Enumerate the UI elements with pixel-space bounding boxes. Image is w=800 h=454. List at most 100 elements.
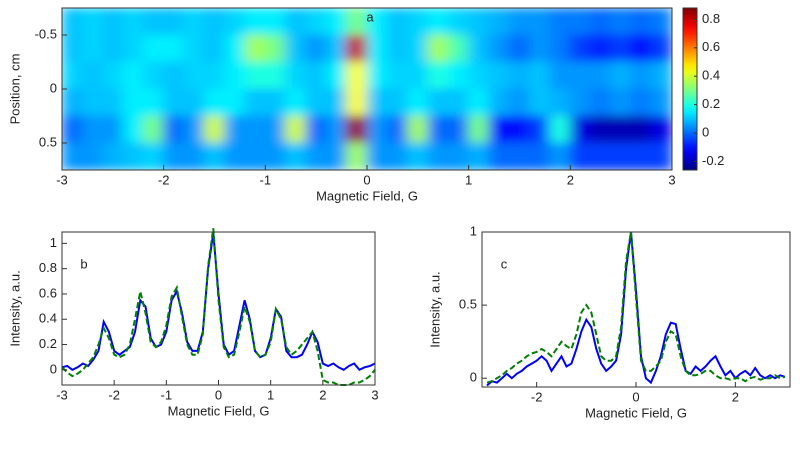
- heatmap-cell: [102, 34, 124, 63]
- heatmap-cell: [102, 61, 124, 90]
- heatmap-cell: [630, 61, 653, 90]
- heatmap-cell: [142, 88, 165, 117]
- heatmap-cell: [62, 142, 83, 170]
- heatmap-cell: [346, 142, 368, 170]
- heatmap-cell: [62, 88, 83, 117]
- heatmap-cell: [183, 88, 205, 117]
- x-tick-label: 1: [465, 172, 472, 187]
- heatmap-cell: [610, 34, 632, 63]
- heatmap-cell: [549, 61, 571, 90]
- line-series: [486, 231, 786, 384]
- heatmap-cell: [142, 61, 165, 90]
- heatmap-cell: [285, 61, 307, 90]
- heatmap-cell: [651, 61, 672, 90]
- heatmap-cell: [305, 8, 327, 36]
- heatmap-cell: [488, 142, 510, 170]
- heatmap-cell: [122, 142, 144, 170]
- heatmap-cell: [142, 115, 165, 144]
- heatmap-cell: [468, 142, 490, 170]
- heatmap-cell: [590, 61, 612, 90]
- heatmap-cell: [529, 34, 551, 63]
- heatmap-cell: [62, 8, 83, 36]
- heatmap-cell: [163, 34, 185, 63]
- heatmap-cell: [529, 115, 551, 144]
- heatmap-cell: [569, 142, 592, 170]
- heatmap-cell: [549, 115, 571, 144]
- heatmap-cell: [590, 142, 612, 170]
- heatmap-cell: [386, 61, 409, 90]
- heatmap-cell: [386, 142, 409, 170]
- heatmap-cell: [264, 34, 287, 63]
- heatmap-cell: [244, 61, 266, 90]
- heatmap-cell: [203, 34, 226, 63]
- heatmap-cell: [386, 8, 409, 36]
- heatmap-cell: [203, 88, 226, 117]
- heatmap-cell: [305, 142, 327, 170]
- heatmap-cell: [122, 8, 144, 36]
- heatmap-cell: [163, 8, 185, 36]
- heatmap-cell: [305, 115, 327, 144]
- heatmap-cell: [529, 61, 551, 90]
- x-axis-label: Magnetic Field, G: [585, 405, 687, 420]
- y-tick-label: 0: [50, 80, 57, 95]
- heatmap-cell: [102, 88, 124, 117]
- x-tick-label: 2: [567, 172, 574, 187]
- heatmap-cell: [366, 142, 388, 170]
- panel-label: c: [501, 256, 508, 271]
- heatmap-cell: [122, 115, 144, 144]
- heatmap-cell: [366, 34, 388, 63]
- heatmap-cell: [122, 88, 144, 117]
- heatmap-cell: [529, 142, 551, 170]
- heatmap-cell: [81, 142, 104, 170]
- heatmap-cell: [508, 142, 531, 170]
- heatmap-cell: [610, 115, 632, 144]
- heatmap: [62, 8, 672, 170]
- heatmap-cell: [407, 88, 429, 117]
- x-tick-label: -2: [108, 387, 120, 402]
- heatmap-cell: [630, 115, 653, 144]
- heatmap-cell: [427, 142, 449, 170]
- heatmap-cell: [366, 115, 388, 144]
- heatmap-cell: [610, 61, 632, 90]
- heatmap-cell: [508, 88, 531, 117]
- heatmap-cell: [488, 88, 510, 117]
- heatmap-cell: [285, 8, 307, 36]
- heatmap-cell: [122, 61, 144, 90]
- heatmap-cell: [508, 61, 531, 90]
- heatmap-cell: [651, 34, 672, 63]
- y-tick-label: 0.8: [39, 260, 57, 275]
- heatmap-cell: [630, 34, 653, 63]
- heatmap-cell: [529, 8, 551, 36]
- colorbar-tick-label: 0.6: [702, 39, 720, 54]
- heatmap-cell: [81, 61, 104, 90]
- heatmap-cell: [224, 115, 246, 144]
- heatmap-cell: [468, 115, 490, 144]
- heatmap-cell: [651, 142, 672, 170]
- heatmap-cell: [142, 8, 165, 36]
- heatmap-cell: [590, 34, 612, 63]
- heatmap-cell: [183, 142, 205, 170]
- heatmap-cell: [285, 142, 307, 170]
- heatmap-cell: [447, 61, 470, 90]
- heatmap-cell: [447, 88, 470, 117]
- y-axis-label: Position, cm: [7, 54, 22, 125]
- heatmap-cell: [468, 34, 490, 63]
- heatmap-cell: [62, 61, 83, 90]
- heatmap-cell: [508, 34, 531, 63]
- heatmap-cell: [325, 61, 348, 90]
- heatmap-cell: [264, 8, 287, 36]
- x-tick-label: 2: [732, 389, 739, 404]
- heatmap-cell: [325, 115, 348, 144]
- heatmap-cell: [81, 115, 104, 144]
- heatmap-cell: [305, 34, 327, 63]
- heatmap-cell: [569, 88, 592, 117]
- x-axis-label: Magnetic Field, G: [168, 403, 270, 418]
- heatmap-cell: [305, 88, 327, 117]
- x-tick-label: 0: [632, 389, 639, 404]
- colorbar-tick-label: 0.8: [702, 11, 720, 26]
- y-tick-label: 0.2: [39, 336, 57, 351]
- heatmap-cell: [630, 142, 653, 170]
- panel-label: b: [80, 256, 87, 271]
- heatmap-cell: [203, 61, 226, 90]
- heatmap-cell: [569, 115, 592, 144]
